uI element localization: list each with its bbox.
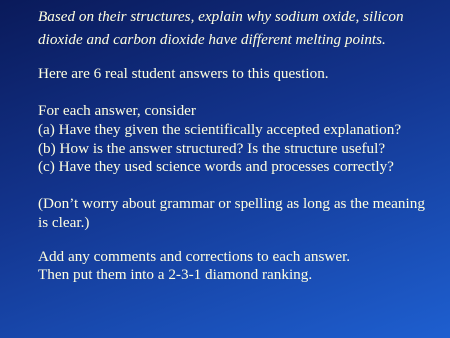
task-line: Then put them into a 2-3-1 diamond ranki…	[38, 266, 313, 283]
task-line: Add any comments and corrections to each…	[38, 248, 351, 265]
note-line: is clear.)	[38, 214, 90, 231]
question-line: dioxide and carbon dioxide have differen…	[38, 31, 386, 48]
instruction-item: (a) Have they given the scientifically a…	[38, 121, 402, 138]
instructions-heading: For each answer, consider	[38, 102, 196, 119]
question-line: Based on their structures, explain why s…	[38, 8, 404, 25]
instruction-item: (c) Have they used science words and pro…	[38, 158, 394, 175]
intro: Here are 6 real student answers to this …	[38, 65, 329, 82]
note-line: (Don’t worry about grammar or spelling a…	[38, 195, 425, 212]
instruction-item: (b) How is the answer structured? Is the…	[38, 140, 386, 157]
